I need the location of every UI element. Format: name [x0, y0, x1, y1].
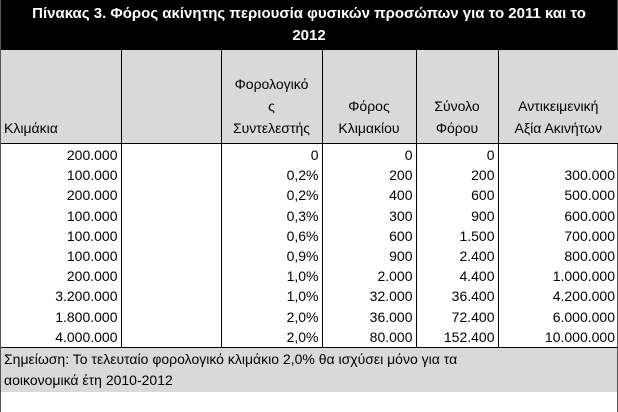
table-title: Πίνακας 3. Φόρος ακίνητης περιουσία φυσι… — [1, 0, 617, 50]
cell-property-value: 800.000 — [564, 248, 615, 265]
table-row: 200.000 0 0 0 — [1, 143, 618, 166]
cell-blank — [121, 246, 222, 267]
cell-total-tax: 0 — [416, 143, 499, 166]
cell-property-value: 300.000 — [564, 167, 615, 184]
header-property-value: Αντικειμενική Αξία Ακινήτων — [498, 50, 618, 144]
cell-rate: 1,0% — [221, 286, 323, 307]
cell-property-value: 10.000.000 — [498, 327, 618, 349]
cell-bracket-tax: 80.000 — [322, 327, 417, 349]
header-line: ς — [268, 97, 275, 114]
cell-property-value: 4.200.000 — [552, 288, 615, 305]
table-row: 200.000 0,2% 400 600 500.000 — [1, 185, 618, 207]
table-note: Σημείωση: Το τελευταίο φορολογικό κλιμάκ… — [1, 348, 617, 393]
header-line: Φόρος — [348, 97, 390, 114]
table-header: Κλιμάκια Φορολογικό ς Συντελεστής Φόρος Κλιμα… — [1, 50, 618, 144]
cell-bracket: 100.000 — [1, 246, 122, 267]
table-row: 100.000 0,3% 300 900 600.000 — [1, 206, 618, 227]
cell-rate: 0 — [221, 143, 323, 166]
header-line: Κλιμάκια — [4, 119, 58, 136]
header-row: Κλιμάκια Φορολογικό ς Συντελεστής Φόρος Κλιμα… — [1, 50, 618, 144]
cell-rate: 0,2% — [221, 165, 323, 186]
cell-blank — [121, 206, 222, 227]
cell-bracket: 100.000 — [1, 165, 122, 186]
header-line: Αντικειμενική — [518, 97, 599, 114]
cell-bracket-tax: 32.000 — [322, 286, 417, 307]
cell-bracket: 200.000 — [1, 185, 122, 207]
cell-total-tax: 1.500 — [416, 226, 499, 247]
header-line: Σύνολο — [434, 97, 480, 114]
cell-blank — [121, 307, 222, 328]
cell-total-tax: 2.400 — [416, 246, 499, 267]
cell-bracket: 200.000 — [1, 266, 122, 287]
cell-total-tax: 4.400 — [416, 266, 499, 287]
cell-rate: 0,3% — [221, 206, 323, 227]
header-total-tax: Σύνολο Φόρου — [416, 50, 499, 144]
cell-bracket: 100.000 — [1, 226, 122, 247]
cell-blank — [121, 185, 222, 207]
cell-total-tax: 200 — [416, 165, 499, 186]
table-row: 100.000 0,9% 900 2.400 800.000 — [1, 246, 618, 267]
table-row: 200.000 1,0% 2.000 4.400 1.000.000 — [1, 266, 618, 287]
cell-property-value: 500.000 — [564, 187, 615, 204]
header-bracket-tax: Φόρος Κλιμακίου — [322, 50, 417, 144]
cell-blank — [121, 266, 222, 287]
cell-total-tax: 900 — [416, 206, 499, 227]
cell-total-tax: 152.400 — [416, 327, 499, 349]
cell-bracket-tax: 200 — [322, 165, 417, 186]
cell-blank — [121, 143, 222, 166]
cell-rate: 0,9% — [221, 246, 323, 267]
table-row: 1.800.000 2,0% 36.000 72.400 6.000.000 — [1, 307, 618, 328]
header-tax-rate: Φορολογικό ς Συντελεστής — [221, 50, 323, 144]
cell-blank — [121, 165, 222, 186]
cell-total-tax: 72.400 — [416, 307, 499, 328]
header-line: Αξία Ακινήτων — [514, 119, 602, 136]
cell-property-value: 1.000.000 — [552, 268, 615, 285]
cell-property-value: 6.000.000 — [552, 308, 615, 325]
header-line: Συντελεστής — [232, 119, 311, 136]
header-line: Φόρου — [435, 119, 479, 136]
table-title-line-1: Πίνακας 3. Φόρος ακίνητης περιουσία φυσι… — [32, 5, 586, 22]
cell-rate: 2,0% — [221, 327, 323, 349]
cell-bracket-tax: 0 — [322, 143, 417, 166]
cell-blank — [121, 226, 222, 247]
table-row: 3.200.000 1,0% 32.000 36.400 4.200.000 — [1, 286, 618, 307]
cell-total-tax: 36.400 — [416, 286, 499, 307]
header-line: Κλιμακίου — [338, 119, 400, 136]
header-brackets: Κλιμάκια — [1, 50, 122, 144]
cell-rate: 0,6% — [221, 226, 323, 247]
cell-blank — [121, 286, 222, 307]
cell-rate: 1,0% — [221, 266, 323, 287]
table-row: 100.000 0,2% 200 200 300.000 — [1, 165, 618, 186]
cell-bracket: 200.000 — [1, 143, 122, 166]
cell-total-tax: 600 — [416, 185, 499, 207]
table-title-line-2: 2012 — [292, 27, 326, 44]
cell-bracket: 100.000 — [1, 206, 122, 227]
table-row: 4.000.000 2,0% 80.000 152.400 10.000.000 — [1, 327, 618, 349]
cell-bracket-tax: 900 — [322, 246, 417, 267]
cell-bracket: 1.800.000 — [1, 307, 122, 328]
header-line: Φορολογικό — [234, 75, 309, 92]
header-blank — [121, 50, 222, 144]
cell-bracket: 4.000.000 — [1, 327, 122, 349]
cell-bracket-tax: 600 — [322, 226, 417, 247]
cell-bracket-tax: 36.000 — [322, 307, 417, 328]
cell-bracket-tax: 2.000 — [322, 266, 417, 287]
cell-bracket-tax: 300 — [322, 206, 417, 227]
table-row: 100.000 0,6% 600 1.500 700.000 — [1, 226, 618, 247]
table-note-line-2: αοικονομικά έτη 2010-2012 — [4, 372, 173, 389]
cell-blank — [121, 327, 222, 349]
table-body: 200.000 0 0 0 100.000 0,2% 200 200 300.000 200.00… — [1, 143, 618, 349]
cell-rate: 0,2% — [221, 185, 323, 207]
table-note-line-1: Σημείωση: Το τελευταίο φορολογικό κλιμάκ… — [4, 351, 458, 368]
cell-bracket-tax: 400 — [322, 185, 417, 207]
cell-rate: 2,0% — [221, 307, 323, 328]
cell-property-value: 700.000 — [564, 227, 615, 244]
tax-table: Κλιμάκια Φορολογικό ς Συντελεστής Φόρος Κλιμα… — [1, 50, 618, 349]
cell-property-value: 600.000 — [564, 207, 615, 224]
cell-bracket: 3.200.000 — [1, 286, 122, 307]
cell-property-value — [498, 143, 618, 166]
